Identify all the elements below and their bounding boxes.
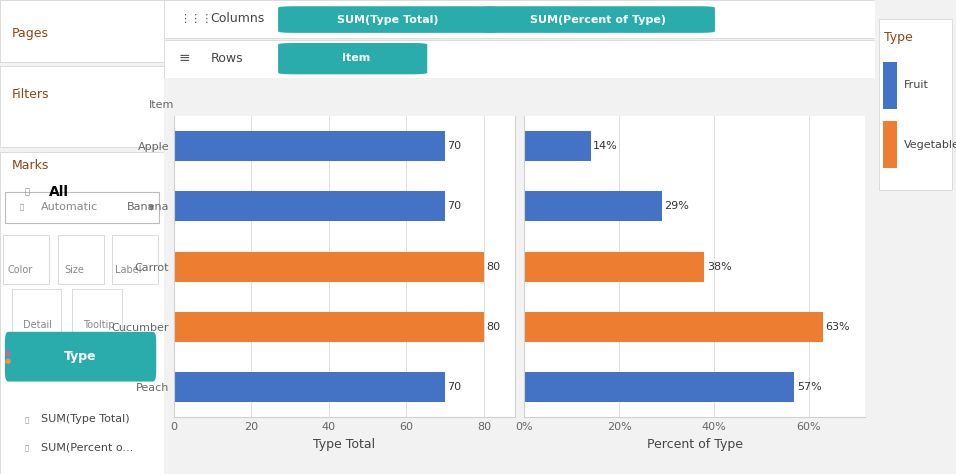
FancyBboxPatch shape bbox=[882, 62, 898, 109]
FancyBboxPatch shape bbox=[3, 235, 50, 284]
FancyBboxPatch shape bbox=[882, 121, 898, 168]
Bar bbox=[174, 252, 484, 282]
FancyBboxPatch shape bbox=[0, 66, 164, 147]
Text: 70: 70 bbox=[447, 201, 461, 211]
Text: 57%: 57% bbox=[796, 382, 821, 392]
Text: 70: 70 bbox=[447, 382, 461, 392]
Bar bbox=[525, 131, 591, 161]
Text: Fruit: Fruit bbox=[904, 80, 929, 91]
Bar bbox=[525, 191, 662, 221]
Bar bbox=[174, 131, 445, 161]
Text: Detail: Detail bbox=[23, 319, 53, 330]
Bar bbox=[525, 312, 823, 342]
Text: 80: 80 bbox=[486, 322, 500, 332]
FancyBboxPatch shape bbox=[481, 6, 715, 33]
Bar bbox=[174, 312, 484, 342]
Bar bbox=[525, 372, 794, 402]
Text: 80: 80 bbox=[486, 262, 500, 272]
Text: ⬛: ⬛ bbox=[25, 188, 30, 196]
Text: SUM(Type Total): SUM(Type Total) bbox=[337, 15, 439, 25]
Text: Label: Label bbox=[115, 265, 141, 275]
Text: 63%: 63% bbox=[825, 322, 850, 332]
Text: Color: Color bbox=[7, 265, 33, 275]
Text: ▼: ▼ bbox=[148, 203, 155, 211]
Text: Vegetable: Vegetable bbox=[904, 139, 956, 150]
Text: 38%: 38% bbox=[706, 262, 731, 272]
FancyBboxPatch shape bbox=[278, 43, 427, 74]
FancyBboxPatch shape bbox=[164, 40, 875, 78]
FancyBboxPatch shape bbox=[5, 332, 156, 382]
Text: Type: Type bbox=[884, 31, 913, 45]
FancyBboxPatch shape bbox=[5, 192, 160, 223]
Bar bbox=[174, 372, 445, 402]
FancyBboxPatch shape bbox=[278, 6, 498, 33]
Text: 14%: 14% bbox=[593, 141, 618, 151]
Bar bbox=[525, 252, 705, 282]
FancyBboxPatch shape bbox=[57, 235, 103, 284]
Text: ⬛: ⬛ bbox=[25, 416, 29, 423]
Text: Filters: Filters bbox=[11, 88, 49, 101]
Text: Tooltip: Tooltip bbox=[83, 319, 115, 330]
X-axis label: Percent of Type: Percent of Type bbox=[647, 438, 743, 450]
Text: Automatic: Automatic bbox=[41, 202, 98, 212]
Text: Size: Size bbox=[64, 265, 84, 275]
Text: SUM(Type Total): SUM(Type Total) bbox=[41, 414, 130, 425]
FancyBboxPatch shape bbox=[879, 19, 952, 190]
Text: SUM(Percent o...: SUM(Percent o... bbox=[41, 443, 133, 453]
Text: 29%: 29% bbox=[664, 201, 689, 211]
Text: ⋮⋮⋮: ⋮⋮⋮ bbox=[179, 14, 212, 24]
Text: Marks: Marks bbox=[11, 159, 49, 173]
Text: ●: ● bbox=[5, 350, 11, 356]
Text: 70: 70 bbox=[447, 141, 461, 151]
Text: Item: Item bbox=[342, 53, 370, 63]
Text: Columns: Columns bbox=[210, 12, 265, 25]
FancyBboxPatch shape bbox=[0, 152, 164, 474]
Text: ●: ● bbox=[5, 358, 11, 364]
Text: SUM(Percent of Type): SUM(Percent of Type) bbox=[530, 15, 665, 25]
X-axis label: Type Total: Type Total bbox=[314, 438, 376, 450]
FancyBboxPatch shape bbox=[112, 235, 158, 284]
Text: Rows: Rows bbox=[210, 52, 243, 65]
Text: ⬛: ⬛ bbox=[20, 204, 24, 210]
Text: All: All bbox=[50, 185, 70, 199]
FancyBboxPatch shape bbox=[164, 0, 875, 37]
Text: Type: Type bbox=[64, 350, 97, 363]
FancyBboxPatch shape bbox=[73, 289, 121, 339]
Text: Pages: Pages bbox=[11, 27, 49, 40]
Text: Item: Item bbox=[148, 100, 174, 110]
FancyBboxPatch shape bbox=[0, 0, 164, 62]
FancyBboxPatch shape bbox=[11, 289, 61, 339]
Text: ≡: ≡ bbox=[179, 51, 190, 65]
Text: ⬛: ⬛ bbox=[25, 445, 29, 451]
Bar bbox=[174, 191, 445, 221]
